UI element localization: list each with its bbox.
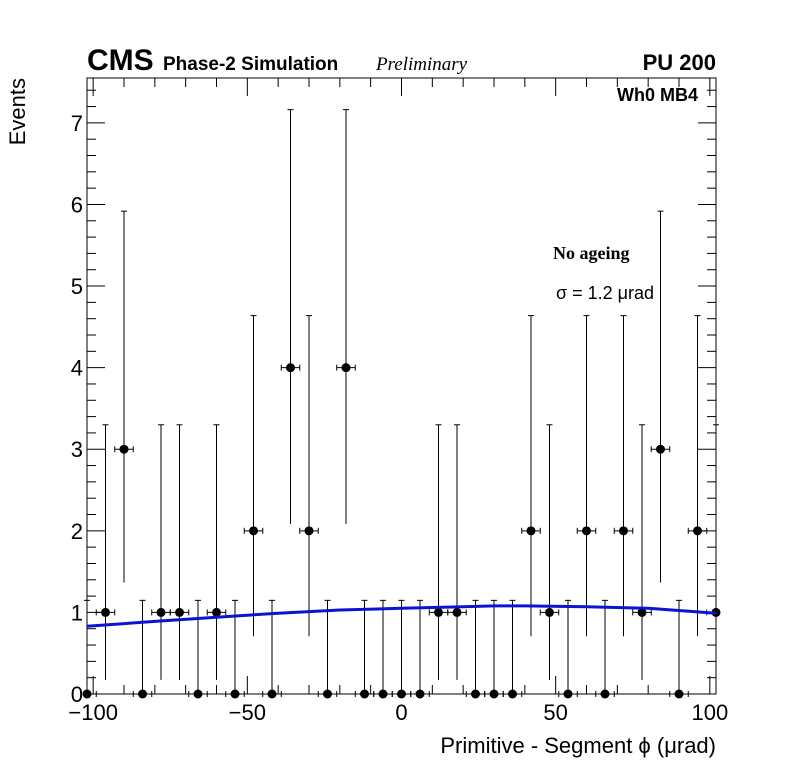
fit-result: σ = 1.2 μrad xyxy=(556,283,654,303)
data-point xyxy=(193,689,203,699)
x-tick-label: 0 xyxy=(395,700,407,725)
x-tick-label: −100 xyxy=(68,700,118,725)
data-point xyxy=(656,444,665,454)
x-tick-label: −50 xyxy=(229,700,266,725)
data-point xyxy=(526,526,536,536)
y-tick-label: 4 xyxy=(71,356,83,381)
data-point xyxy=(600,689,610,699)
y-tick-label: 0 xyxy=(71,682,83,707)
data-point xyxy=(304,526,314,536)
data-point xyxy=(637,607,647,617)
y-tick-label: 5 xyxy=(71,274,83,299)
data-points-group xyxy=(82,109,721,699)
data-point xyxy=(563,689,573,699)
data-point xyxy=(212,607,221,617)
x-axis-title: Primitive - Segment ϕ (μrad) xyxy=(440,733,716,758)
y-tick-label: 6 xyxy=(71,192,83,217)
data-point xyxy=(230,689,240,699)
subtitle-label: Phase-2 Simulation xyxy=(163,54,338,75)
x-tick-label: 100 xyxy=(691,700,728,725)
data-point xyxy=(378,689,388,699)
y-axis-title: Events xyxy=(5,78,30,145)
data-point xyxy=(582,526,591,536)
experiment-label: CMS xyxy=(87,44,154,77)
data-point xyxy=(101,607,110,617)
data-point xyxy=(397,689,406,699)
y-tick-label: 1 xyxy=(71,600,83,625)
data-point xyxy=(267,689,277,699)
data-point xyxy=(119,444,129,454)
data-point xyxy=(341,363,351,373)
data-point xyxy=(175,607,184,617)
data-point xyxy=(249,526,258,536)
data-point xyxy=(693,526,702,536)
data-point xyxy=(286,363,295,373)
data-point xyxy=(434,607,443,617)
y-tick-label: 7 xyxy=(71,111,83,136)
data-point xyxy=(156,607,166,617)
legend-title: No ageing xyxy=(553,243,630,263)
axes-group: −100 −50 0 50 100 0 1 2 3 4 5 6 7 xyxy=(68,78,728,725)
pileup-label: PU 200 xyxy=(643,50,716,75)
status-label: Preliminary xyxy=(375,54,468,75)
fit-curve-group xyxy=(86,604,717,628)
data-point xyxy=(619,526,628,536)
data-point xyxy=(508,689,517,699)
data-point xyxy=(415,689,425,699)
data-point xyxy=(452,607,462,617)
x-tick-label: 50 xyxy=(543,700,567,725)
data-point xyxy=(545,607,554,617)
data-point xyxy=(323,689,332,699)
data-point xyxy=(489,689,499,699)
y-tick-label: 3 xyxy=(71,437,83,462)
data-point xyxy=(360,689,369,699)
data-point xyxy=(471,689,480,699)
panel-label: Wh0 MB4 xyxy=(617,85,698,105)
fit-curve xyxy=(86,604,717,628)
data-point xyxy=(138,689,147,699)
data-point xyxy=(674,689,684,699)
data-point xyxy=(82,689,92,699)
y-tick-label: 2 xyxy=(71,519,83,544)
